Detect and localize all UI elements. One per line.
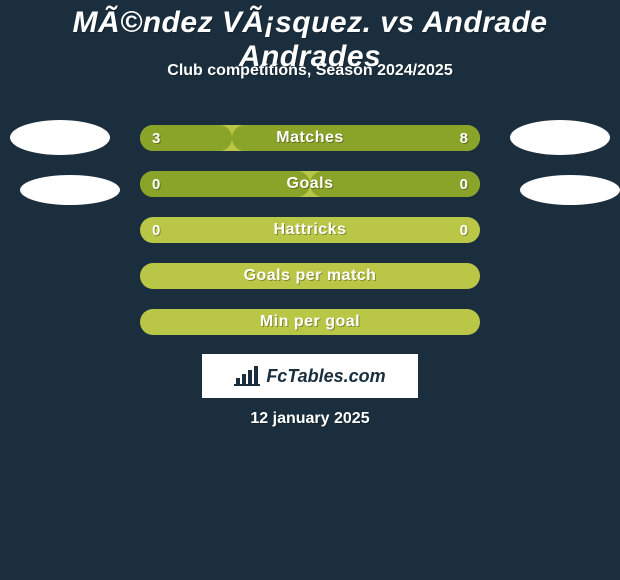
bar-label: Goals (140, 171, 480, 197)
bar-row-goals: 0 Goals 0 (140, 171, 480, 197)
bar-value-right: 0 (460, 217, 468, 243)
bar-chart-icon (234, 366, 260, 386)
bar-row-goals-per-match: Goals per match (140, 263, 480, 289)
comparison-bars: 3 Matches 8 0 Goals 0 0 Hattricks 0 Goal… (140, 125, 480, 355)
brand-logo: FcTables.com (202, 354, 418, 398)
bar-label: Goals per match (140, 263, 480, 289)
bar-label: Min per goal (140, 309, 480, 335)
player1-photo (10, 120, 110, 155)
bar-label: Matches (140, 125, 480, 151)
player2-badge (520, 175, 620, 205)
infographic-canvas: MÃ©ndez VÃ¡squez. vs Andrade Andrades Cl… (0, 0, 620, 580)
player1-badge (20, 175, 120, 205)
bar-row-matches: 3 Matches 8 (140, 125, 480, 151)
bar-label: Hattricks (140, 217, 480, 243)
bar-row-hattricks: 0 Hattricks 0 (140, 217, 480, 243)
brand-text: FcTables.com (266, 366, 385, 387)
page-subtitle: Club competitions, Season 2024/2025 (0, 62, 620, 80)
bar-value-right: 8 (460, 125, 468, 151)
bar-row-min-per-goal: Min per goal (140, 309, 480, 335)
player2-photo (510, 120, 610, 155)
bar-value-right: 0 (460, 171, 468, 197)
infographic-date: 12 january 2025 (0, 410, 620, 428)
